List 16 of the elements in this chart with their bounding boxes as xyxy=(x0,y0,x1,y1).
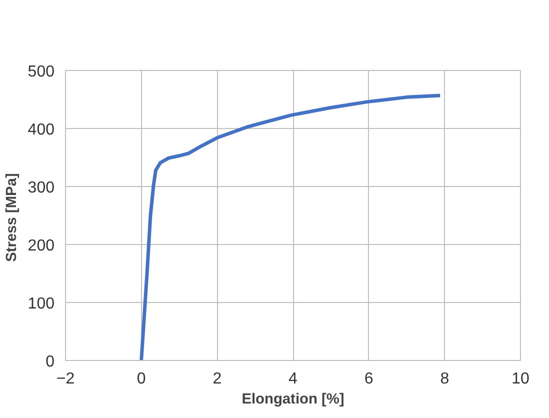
x-tick-label: 10 xyxy=(512,370,530,388)
x-tick-label: 6 xyxy=(364,370,374,388)
x-tick-label: 4 xyxy=(288,370,298,388)
x-tick-label: 8 xyxy=(440,370,450,388)
y-tick-label: 0 xyxy=(46,354,55,370)
y-tick-label: 400 xyxy=(28,122,55,138)
x-tick-label: 2 xyxy=(212,370,222,388)
x-tick-label: 0 xyxy=(136,370,146,388)
y-tick-label: 500 xyxy=(28,64,55,80)
x-tick-label: −2 xyxy=(56,370,75,388)
y-axis-title: Stress [MPa] xyxy=(4,173,20,262)
line-series xyxy=(140,94,442,360)
y-tick-label: 300 xyxy=(28,180,55,196)
y-tick-label: 100 xyxy=(28,296,55,312)
x-axis-title: Elongation [%] xyxy=(242,392,344,408)
y-tick-label: 200 xyxy=(28,238,55,254)
